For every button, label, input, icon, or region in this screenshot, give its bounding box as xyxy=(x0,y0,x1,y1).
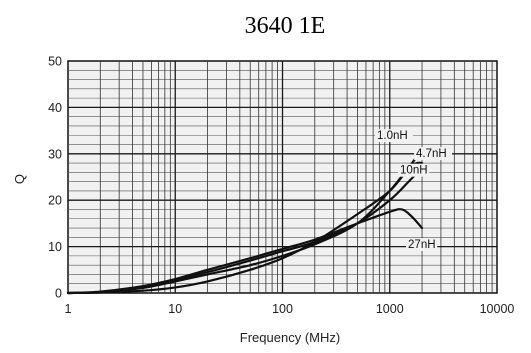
series-label: 4.7nH xyxy=(416,148,447,160)
series-label-bg xyxy=(414,147,453,161)
series-label: 27nH xyxy=(408,239,436,251)
y-tick-label: 50 xyxy=(48,55,62,69)
y-tick-label: 0 xyxy=(55,287,62,301)
series-line-27nh xyxy=(66,208,424,295)
x-tick-label: 10000 xyxy=(480,302,515,316)
y-tick-label: 10 xyxy=(48,240,62,254)
chart-title: 3640 1E xyxy=(245,13,326,39)
x-tick-label: 100 xyxy=(272,302,293,316)
x-axis-label: Frequency (MHz) xyxy=(240,330,340,345)
x-tick-label: 1 xyxy=(65,302,72,316)
series-label: 10nH xyxy=(400,165,428,177)
x-tick-label: 10 xyxy=(168,302,182,316)
series-label-bg xyxy=(398,163,430,177)
series-label-bg xyxy=(406,238,438,252)
y-tick-label: 30 xyxy=(48,147,62,161)
y-axis-label: Q xyxy=(12,174,27,184)
x-tick-label: 1000 xyxy=(376,302,404,316)
y-tick-label: 20 xyxy=(48,194,62,208)
series-label-bg xyxy=(375,129,414,143)
series-label: 1.0nH xyxy=(377,130,408,142)
y-tick-label: 40 xyxy=(48,101,62,115)
